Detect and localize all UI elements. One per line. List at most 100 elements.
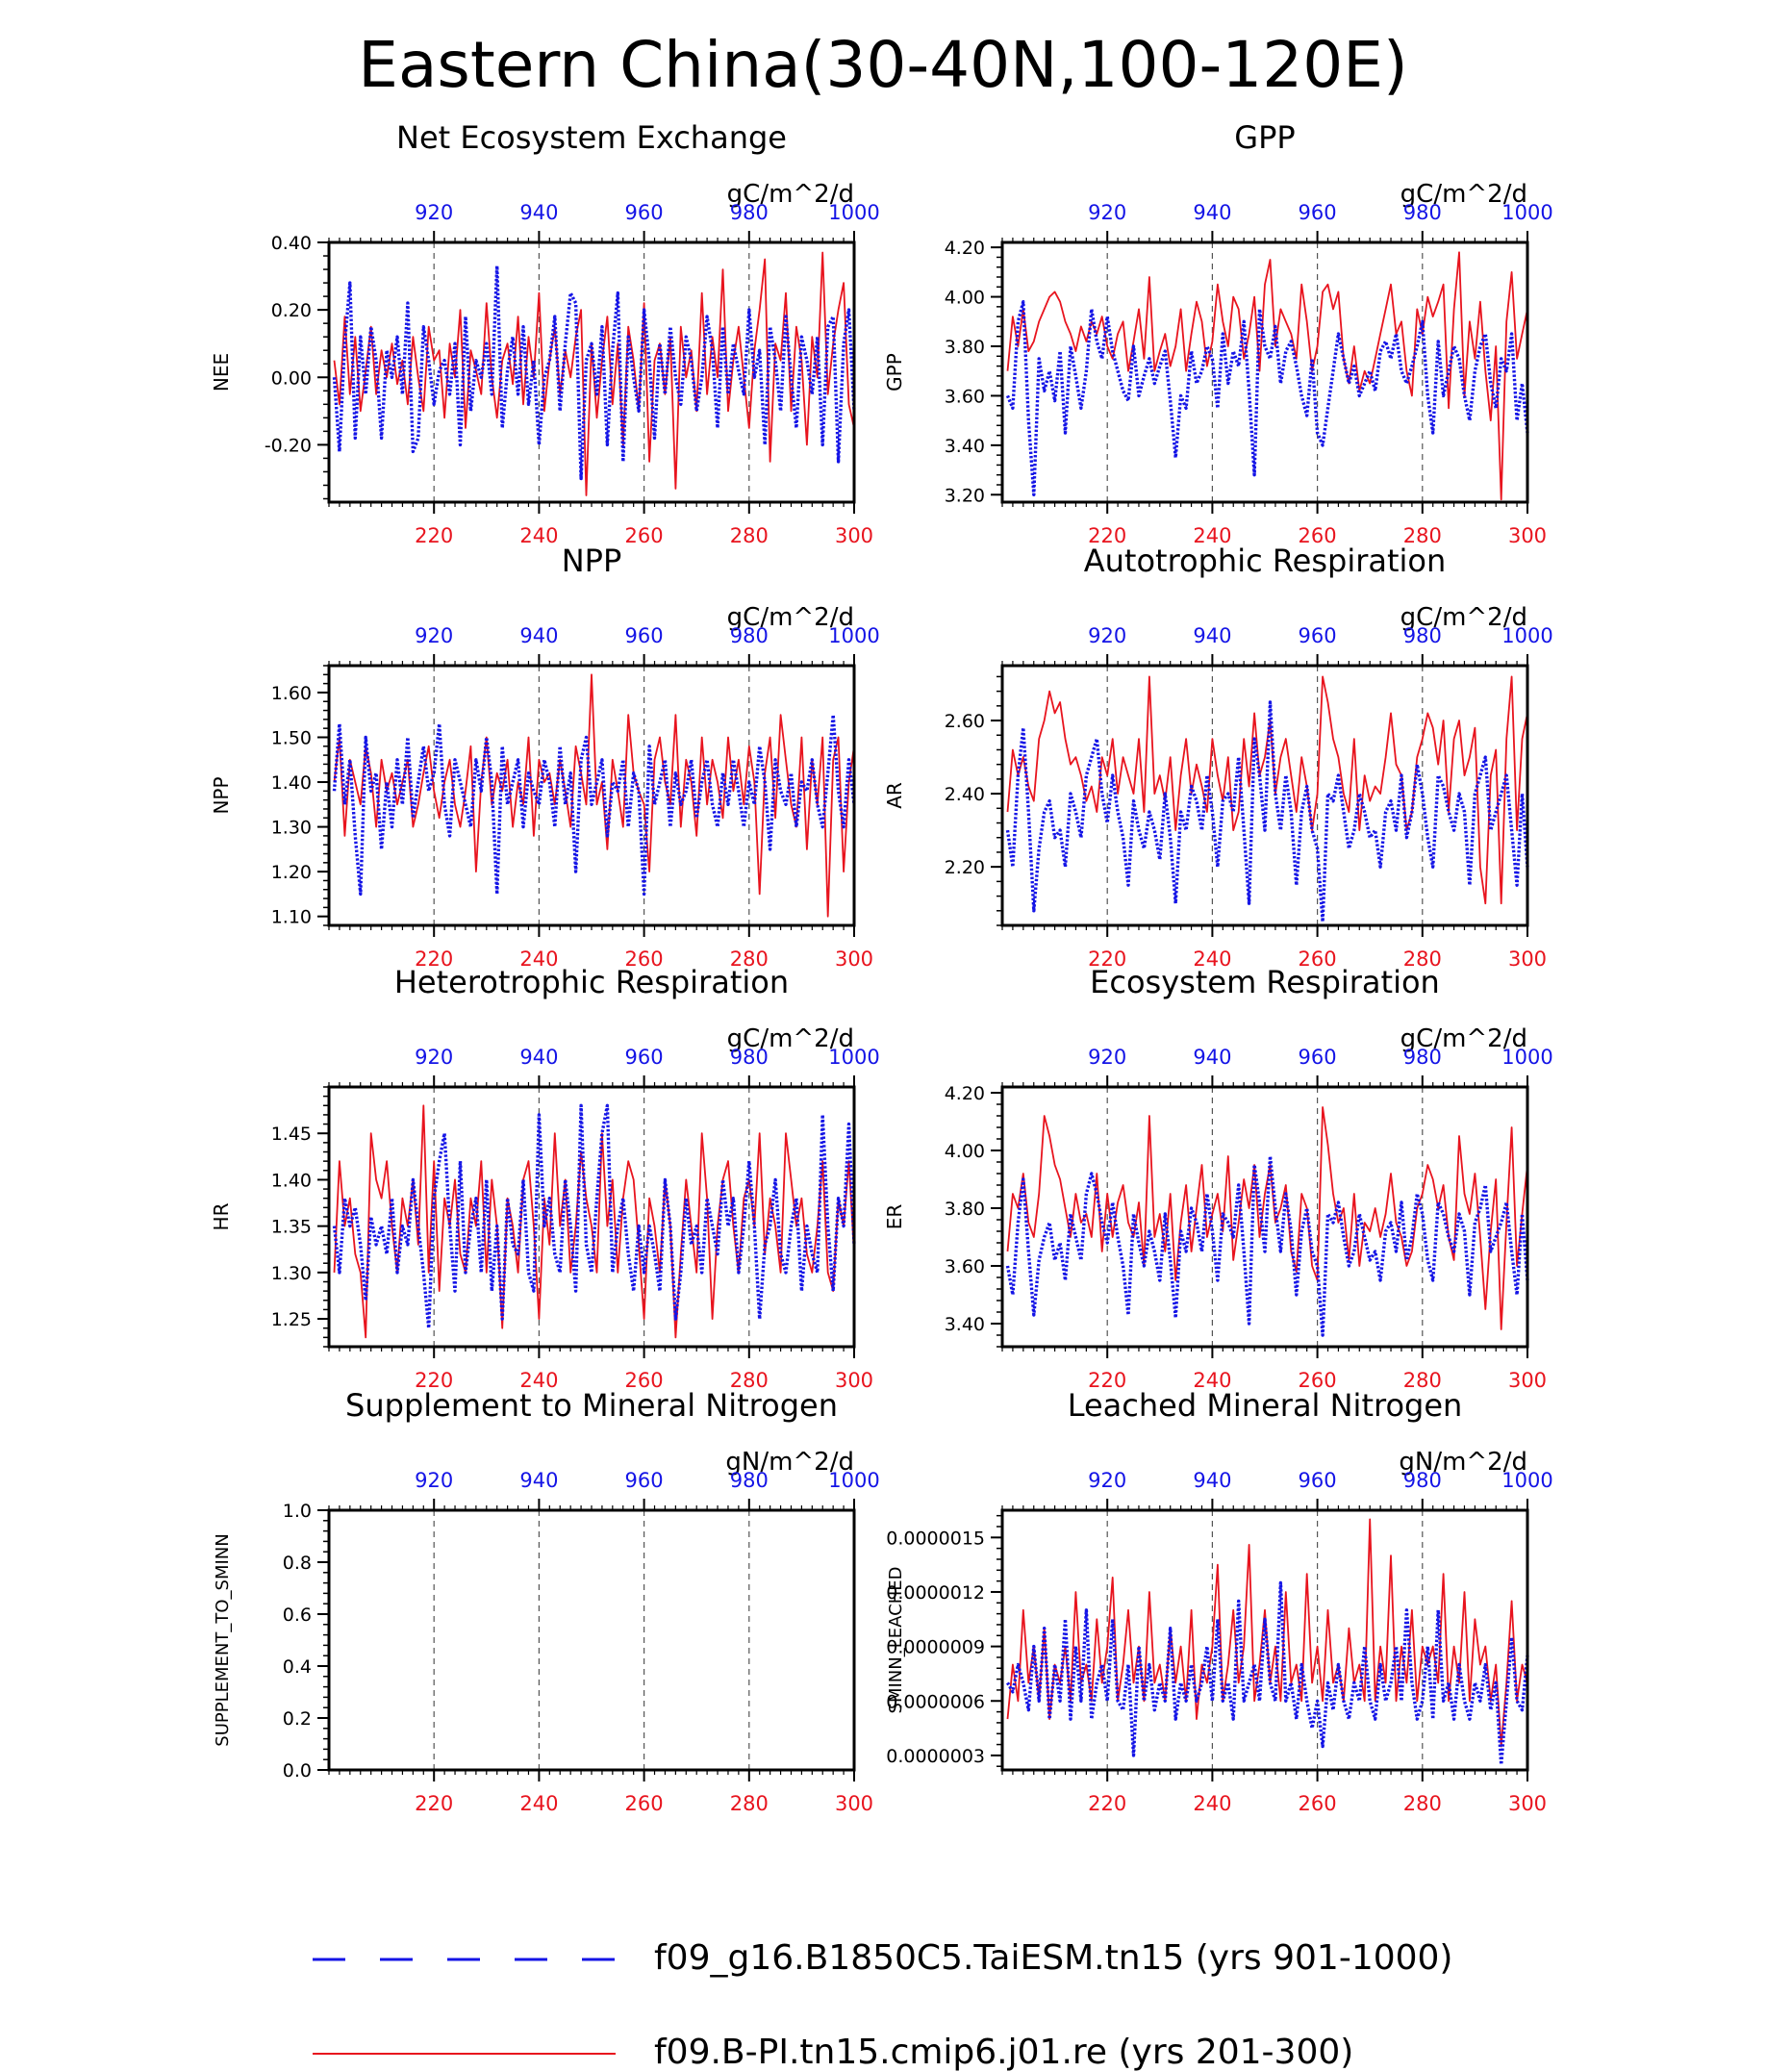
chart-panel: Leached Mineral Nitrogen gN/m^2/d 0.000000… <box>886 1387 1553 1815</box>
y-tick-label: 1.10 <box>271 907 312 928</box>
x-top-tick-label: 1000 <box>1501 1046 1552 1069</box>
x-bottom-tick-label: 220 <box>1088 1369 1126 1392</box>
series-line-blue <box>1005 300 1529 496</box>
x-bottom-tick-label: 280 <box>730 524 769 547</box>
chart-title: Autotrophic Respiration <box>1084 543 1447 579</box>
chart-title: Heterotrophic Respiration <box>394 964 789 1000</box>
x-bottom-tick-label: 240 <box>1193 1369 1231 1392</box>
x-bottom-tick-label: 240 <box>519 948 558 971</box>
y-tick-label: 2.60 <box>945 711 985 732</box>
y-tick-label: 0.00 <box>271 367 312 389</box>
x-bottom-tick-label: 220 <box>1088 1792 1126 1815</box>
chart-panel: Autotrophic Respiration gC/m^2/d 2.20 2.40 2… <box>883 543 1553 971</box>
units-label: gC/m^2/d <box>1400 603 1527 632</box>
y-tick-label: 2.40 <box>945 784 985 805</box>
plot-frame <box>327 1508 856 1772</box>
x-bottom-tick-label: 220 <box>1088 948 1126 971</box>
x-top-tick-label: 920 <box>1088 1469 1126 1492</box>
x-top-tick-label: 940 <box>519 1046 558 1069</box>
x-bottom-tick-label: 300 <box>1508 948 1547 971</box>
chart-title: GPP <box>1234 119 1295 156</box>
y-axis-label: SMINN_LEACHED <box>886 1567 906 1714</box>
x-top-tick-label: 980 <box>730 624 769 647</box>
x-bottom-tick-label: 240 <box>1193 948 1231 971</box>
x-bottom-tick-label: 300 <box>1508 1792 1547 1815</box>
series-line-blue <box>1005 700 1529 923</box>
units-label: gC/m^2/d <box>727 1024 854 1053</box>
x-top-tick-label: 920 <box>415 1046 453 1069</box>
x-bottom-tick-label: 300 <box>835 948 873 971</box>
x-top-tick-label: 940 <box>519 1469 558 1492</box>
figure-title: Eastern China(30-40N,100-120E) <box>358 28 1407 102</box>
y-tick-label: 3.80 <box>945 1199 985 1220</box>
y-axis-label: NPP <box>210 776 233 814</box>
y-tick-label: 4.00 <box>945 1141 985 1162</box>
panels: Net Ecosystem ExchangegC/m^2/d-0.200.000… <box>210 119 1553 1815</box>
y-tick-label: 1.40 <box>271 772 312 794</box>
x-bottom-tick-label: 280 <box>730 1792 769 1815</box>
x-top-tick-label: 960 <box>1299 201 1337 224</box>
x-top-tick-label: 960 <box>625 624 664 647</box>
x-bottom-tick-label: 260 <box>625 1792 664 1815</box>
x-top-tick-label: 980 <box>730 1469 769 1492</box>
x-bottom-tick-label: 300 <box>1508 1369 1547 1392</box>
x-bottom-tick-label: 300 <box>835 1369 873 1392</box>
x-bottom-tick-label: 300 <box>835 524 873 547</box>
x-bottom-tick-label: 220 <box>415 524 453 547</box>
x-bottom-tick-label: 300 <box>1508 524 1547 547</box>
x-top-tick-label: 1000 <box>1501 624 1552 647</box>
x-bottom-tick-label: 260 <box>1299 1369 1337 1392</box>
x-top-tick-label: 960 <box>1299 1046 1337 1069</box>
x-top-tick-label: 920 <box>415 624 453 647</box>
chart-title: Supplement to Mineral Nitrogen <box>345 1387 838 1424</box>
x-top-tick-label: 940 <box>519 624 558 647</box>
y-tick-label: 1.0 <box>283 1501 312 1522</box>
x-top-tick-label: 940 <box>519 201 558 224</box>
x-bottom-tick-label: 240 <box>519 1792 558 1815</box>
x-top-tick-label: 960 <box>625 1469 664 1492</box>
x-top-tick-label: 940 <box>1193 201 1231 224</box>
legend-blue-label: f09_g16.B1850C5.TaiESM.tn15 (yrs 901-100… <box>654 1938 1452 1978</box>
chart-panel: Net Ecosystem Exchange gC/m^2/d -0.20 0.00 0… <box>210 119 880 547</box>
x-bottom-tick-label: 300 <box>835 1792 873 1815</box>
x-top-tick-label: 920 <box>415 201 453 224</box>
y-tick-label: 1.35 <box>271 1217 312 1238</box>
y-tick-label: 1.30 <box>271 1263 312 1284</box>
chart-panel: Ecosystem Respiration gC/m^2/d 3.40 3.60 3.8… <box>883 964 1553 1392</box>
y-axis-label: ER <box>883 1204 906 1230</box>
legend-red-label: f09.B-PI.tn15.cmip6.j01.re (yrs 201-300) <box>654 2033 1353 2072</box>
series-line-red <box>1006 675 1528 905</box>
x-bottom-tick-label: 280 <box>1403 1792 1442 1815</box>
x-bottom-tick-label: 220 <box>415 1792 453 1815</box>
y-tick-label: -0.20 <box>265 435 312 456</box>
series-line-blue <box>332 1103 856 1330</box>
series-line-blue <box>332 713 856 897</box>
x-top-tick-label: 960 <box>1299 1469 1337 1492</box>
y-axis-label: AR <box>883 782 906 809</box>
units-label: gN/m^2/d <box>1399 1448 1527 1477</box>
y-tick-label: 3.40 <box>945 436 985 457</box>
y-tick-label: 4.00 <box>945 288 985 309</box>
x-top-tick-label: 960 <box>625 201 664 224</box>
x-top-tick-label: 960 <box>1299 624 1337 647</box>
y-axis-label: GPP <box>883 353 906 392</box>
y-tick-label: 4.20 <box>945 1083 985 1104</box>
x-bottom-tick-label: 260 <box>625 948 664 971</box>
y-tick-label: 4.20 <box>945 238 985 259</box>
x-top-tick-label: 980 <box>1403 201 1442 224</box>
x-bottom-tick-label: 280 <box>1403 948 1442 971</box>
x-bottom-tick-label: 240 <box>1193 1792 1231 1815</box>
units-label: gC/m^2/d <box>1400 180 1527 209</box>
legend: f09_g16.B1850C5.TaiESM.tn15 (yrs 901-100… <box>313 1938 1452 2072</box>
y-tick-label: 0.0000006 <box>886 1691 985 1712</box>
x-top-tick-label: 940 <box>1193 1046 1231 1069</box>
y-tick-label: 3.20 <box>945 485 985 506</box>
y-tick-label: 1.30 <box>271 818 312 839</box>
x-top-tick-label: 980 <box>1403 1046 1442 1069</box>
x-top-tick-label: 980 <box>730 201 769 224</box>
x-bottom-tick-label: 280 <box>730 948 769 971</box>
x-top-tick-label: 940 <box>1193 624 1231 647</box>
y-tick-label: 1.60 <box>271 683 312 704</box>
x-bottom-tick-label: 220 <box>415 948 453 971</box>
